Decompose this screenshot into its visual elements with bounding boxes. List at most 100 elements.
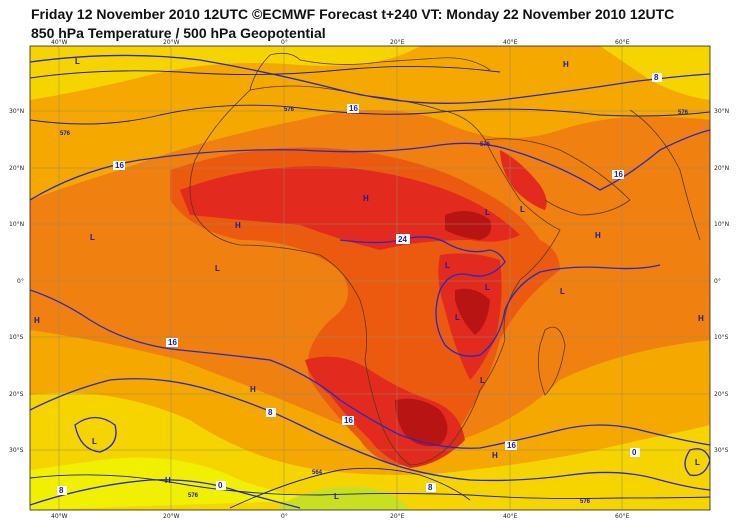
- high-marker: H: [34, 316, 40, 325]
- lon-tick: 20°W: [163, 513, 180, 520]
- contour-labels: 16 16 16 24 16 8 16 16 8 0 0 8 8 576 576…: [57, 73, 689, 505]
- isotherm-24: [339, 236, 661, 357]
- svg-text:16: 16: [344, 416, 353, 425]
- low-marker: L: [90, 233, 95, 242]
- band-mild-north: [30, 46, 710, 200]
- temperature-contours: [30, 54, 710, 509]
- lat-tick: 10°S: [9, 334, 24, 341]
- lon-tick: 60°E: [615, 513, 630, 520]
- geopotential-label: 576: [580, 499, 591, 505]
- coast-arabia: [484, 138, 631, 216]
- lat-tick: 0°: [17, 278, 24, 285]
- temp-label: 16: [166, 338, 178, 347]
- geopotential-inner-north: [30, 65, 501, 79]
- low-marker: L: [480, 376, 485, 385]
- lon-tick: 40°W: [51, 513, 68, 520]
- lon-tick: 20°E: [390, 39, 405, 46]
- lon-tick: 40°E: [503, 39, 518, 46]
- svg-text:0: 0: [218, 481, 223, 490]
- svg-text:8: 8: [59, 486, 64, 495]
- low-marker: L: [215, 264, 220, 273]
- temp-label: 0: [630, 448, 640, 457]
- lon-tick: 20°W: [163, 39, 180, 46]
- lat-tick: 0°: [714, 278, 721, 285]
- low-marker: L: [520, 205, 525, 214]
- band-hottest-c: [395, 398, 448, 447]
- high-marker: H: [363, 194, 369, 203]
- temp-label: 16: [342, 416, 354, 425]
- geopotential-label: 576: [480, 142, 491, 148]
- lon-tick: 20°E: [390, 513, 405, 520]
- svg-text:16: 16: [168, 338, 177, 347]
- svg-text:16: 16: [349, 104, 358, 113]
- lat-axis-left: 30°N 20°N 10°N 0° 10°S 20°S 30°S: [9, 108, 24, 454]
- isotherm-16-south: [30, 289, 710, 449]
- isotherm-0-low: [74, 416, 117, 453]
- band-green-south: [280, 486, 410, 510]
- svg-text:8: 8: [654, 73, 659, 82]
- lat-tick: 30°N: [714, 108, 729, 115]
- lon-tick: 0°: [281, 513, 288, 520]
- coast-med: [299, 57, 491, 71]
- geopotential-label: 576: [284, 107, 295, 113]
- lat-tick: 20°N: [9, 165, 24, 172]
- coast-madagascar: [537, 326, 566, 396]
- lat-tick: 20°S: [9, 391, 24, 398]
- lat-tick: 30°N: [9, 108, 24, 115]
- low-marker: L: [92, 437, 97, 446]
- lon-tick: 60°E: [615, 39, 630, 46]
- temp-label: 0: [216, 481, 226, 490]
- isotherm-16-north: [30, 129, 710, 201]
- map-frame: [29, 45, 711, 511]
- lat-tick: 30°S: [9, 447, 24, 454]
- temp-label: 8: [266, 408, 276, 417]
- low-marker: L: [485, 283, 490, 292]
- geopotential-contours: [30, 65, 710, 509]
- lat-tick: 20°S: [714, 391, 729, 398]
- svg-text:16: 16: [115, 161, 124, 170]
- low-marker: L: [695, 458, 700, 467]
- lat-axis-right: 30°N 20°N 10°N 0° 10°S 20°S 30°S: [714, 108, 729, 454]
- pressure-markers: L L L L L H H H H H L L L H L L H H H L …: [34, 57, 704, 501]
- band-hottest-a: [445, 211, 492, 240]
- lat-tick: 20°N: [714, 165, 729, 172]
- high-marker: H: [165, 476, 171, 485]
- low-marker: L: [455, 313, 460, 322]
- geopotential-label: 564: [312, 470, 323, 476]
- geopotential-label: 576: [60, 131, 71, 137]
- temperature-field: [30, 46, 710, 510]
- low-marker: L: [485, 208, 490, 217]
- coast-africa: [189, 85, 561, 466]
- lon-tick: 0°: [281, 39, 288, 46]
- lat-tick: 10°S: [714, 334, 729, 341]
- high-marker: H: [250, 385, 256, 394]
- geopotential-576-north: [30, 104, 710, 125]
- svg-text:8: 8: [268, 408, 273, 417]
- temp-label: 8: [652, 73, 662, 82]
- lat-tick: 10°N: [9, 221, 24, 228]
- geopotential-564: [229, 467, 471, 509]
- low-marker: L: [75, 57, 80, 66]
- temp-label: 8: [57, 486, 67, 495]
- temp-label: 8: [426, 483, 436, 492]
- isotherm-8-north: [30, 54, 710, 104]
- isotherm-8-south: [30, 378, 710, 491]
- lon-tick: 40°E: [503, 513, 518, 520]
- lon-tick: 40°W: [51, 39, 68, 46]
- svg-text:16: 16: [614, 170, 623, 179]
- high-marker: H: [698, 314, 704, 323]
- isotherm-8-se: [684, 448, 710, 477]
- band-hotter-sahel: [180, 166, 520, 250]
- geopotential-label: 576: [678, 110, 689, 116]
- svg-text:8: 8: [428, 483, 433, 492]
- temp-label: 24: [396, 234, 410, 244]
- band-hottest-b: [455, 288, 490, 335]
- band-hotter-ne: [500, 150, 547, 210]
- high-marker: H: [563, 60, 569, 69]
- low-marker: L: [445, 261, 450, 270]
- lat-tick: 10°N: [714, 221, 729, 228]
- high-marker: H: [235, 221, 241, 230]
- temp-label: 16: [505, 441, 517, 450]
- coast-iberia: [249, 52, 301, 91]
